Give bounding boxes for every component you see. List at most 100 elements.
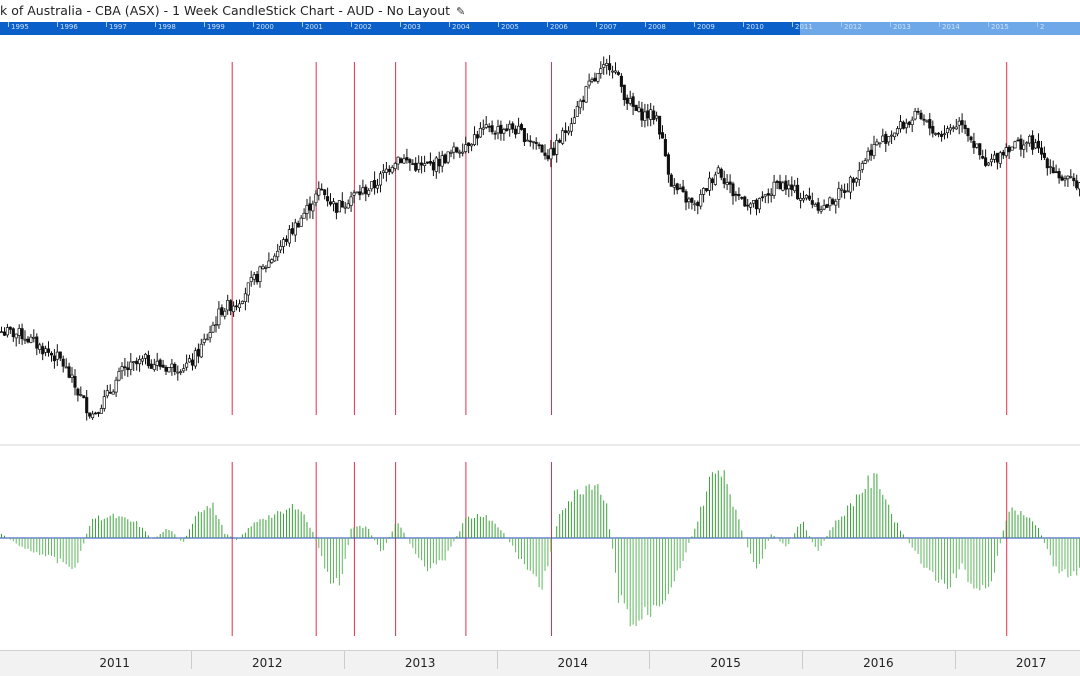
candle[interactable] bbox=[64, 358, 68, 369]
candle[interactable] bbox=[167, 367, 171, 373]
candle[interactable] bbox=[840, 184, 844, 198]
candle[interactable] bbox=[693, 200, 697, 211]
candle[interactable] bbox=[549, 139, 553, 168]
candle[interactable] bbox=[378, 171, 383, 193]
candle[interactable] bbox=[29, 334, 33, 344]
candle[interactable] bbox=[1031, 130, 1035, 155]
candle[interactable] bbox=[658, 115, 662, 140]
candle[interactable] bbox=[945, 125, 950, 139]
candle[interactable] bbox=[493, 130, 497, 140]
candle[interactable] bbox=[14, 333, 18, 347]
candle[interactable] bbox=[1048, 159, 1052, 175]
candle[interactable] bbox=[564, 122, 568, 142]
candle[interactable] bbox=[875, 138, 879, 146]
candle[interactable] bbox=[340, 192, 344, 208]
candle[interactable] bbox=[866, 147, 870, 163]
candle[interactable] bbox=[613, 62, 618, 75]
candle[interactable] bbox=[984, 149, 988, 168]
candle[interactable] bbox=[981, 149, 985, 160]
candle[interactable] bbox=[1001, 149, 1005, 159]
overview-visible-range[interactable] bbox=[800, 22, 1080, 35]
candle[interactable] bbox=[402, 154, 406, 164]
candle[interactable] bbox=[942, 125, 947, 140]
candle[interactable] bbox=[954, 118, 958, 130]
candle[interactable] bbox=[170, 359, 174, 376]
candle[interactable] bbox=[1013, 140, 1017, 149]
candle[interactable] bbox=[455, 146, 459, 154]
candle[interactable] bbox=[766, 188, 770, 204]
candle[interactable] bbox=[135, 357, 139, 371]
candle[interactable] bbox=[957, 117, 961, 135]
candle[interactable] bbox=[901, 120, 905, 130]
candle[interactable] bbox=[972, 132, 976, 154]
candle[interactable] bbox=[746, 199, 750, 211]
candle[interactable] bbox=[179, 369, 183, 376]
candle[interactable] bbox=[405, 148, 409, 164]
candle[interactable] bbox=[502, 127, 506, 141]
candle[interactable] bbox=[710, 177, 714, 191]
candle[interactable] bbox=[825, 203, 829, 208]
candle[interactable] bbox=[276, 243, 280, 261]
candle[interactable] bbox=[846, 183, 850, 193]
candle[interactable] bbox=[108, 384, 112, 394]
candle[interactable] bbox=[1072, 173, 1076, 187]
candle[interactable] bbox=[731, 181, 735, 205]
candle[interactable] bbox=[496, 119, 500, 140]
candle[interactable] bbox=[293, 218, 297, 242]
candle[interactable] bbox=[328, 193, 333, 207]
candle[interactable] bbox=[20, 323, 24, 345]
candle[interactable] bbox=[919, 109, 923, 121]
candle[interactable] bbox=[249, 270, 253, 287]
candle[interactable] bbox=[931, 120, 935, 138]
candle[interactable] bbox=[41, 342, 45, 361]
candle[interactable] bbox=[234, 299, 239, 311]
candle[interactable] bbox=[543, 144, 547, 160]
candle[interactable] bbox=[881, 128, 885, 143]
candle[interactable] bbox=[837, 181, 841, 208]
candle[interactable] bbox=[464, 136, 468, 154]
candle[interactable] bbox=[916, 107, 920, 115]
candle[interactable] bbox=[73, 369, 77, 396]
candle[interactable] bbox=[895, 126, 900, 137]
candle[interactable] bbox=[346, 199, 350, 209]
candle[interactable] bbox=[284, 235, 289, 246]
candle[interactable] bbox=[719, 167, 723, 181]
candle[interactable] bbox=[625, 94, 629, 110]
candle[interactable] bbox=[575, 101, 579, 117]
candle[interactable] bbox=[431, 159, 435, 176]
candle[interactable] bbox=[728, 174, 732, 194]
candle[interactable] bbox=[531, 140, 535, 150]
candle[interactable] bbox=[246, 282, 250, 303]
candle[interactable] bbox=[302, 208, 306, 219]
candle[interactable] bbox=[82, 395, 86, 399]
candle[interactable] bbox=[149, 359, 153, 369]
candle[interactable] bbox=[655, 111, 659, 122]
candle[interactable] bbox=[822, 199, 826, 211]
candle[interactable] bbox=[937, 132, 941, 138]
candle[interactable] bbox=[70, 367, 74, 383]
candle[interactable] bbox=[1054, 164, 1058, 174]
candle[interactable] bbox=[546, 149, 550, 162]
candle[interactable] bbox=[790, 176, 794, 197]
candle[interactable] bbox=[948, 123, 952, 135]
candle[interactable] bbox=[273, 253, 277, 262]
candle[interactable] bbox=[675, 182, 679, 195]
candle[interactable] bbox=[55, 344, 59, 367]
candle[interactable] bbox=[787, 179, 791, 198]
candle[interactable] bbox=[158, 358, 162, 370]
candle[interactable] bbox=[1075, 174, 1079, 191]
candle[interactable] bbox=[411, 159, 415, 165]
candle[interactable] bbox=[572, 109, 576, 124]
candle[interactable] bbox=[584, 85, 588, 103]
candle[interactable] bbox=[799, 192, 803, 209]
candle[interactable] bbox=[1042, 146, 1046, 161]
candle[interactable] bbox=[214, 316, 218, 333]
candle[interactable] bbox=[193, 347, 197, 369]
candle[interactable] bbox=[616, 70, 620, 76]
candle[interactable] bbox=[243, 287, 247, 311]
candle[interactable] bbox=[2, 327, 7, 336]
candle[interactable] bbox=[978, 143, 982, 160]
candle[interactable] bbox=[237, 299, 242, 312]
candle[interactable] bbox=[707, 171, 712, 196]
candle[interactable] bbox=[713, 171, 717, 186]
